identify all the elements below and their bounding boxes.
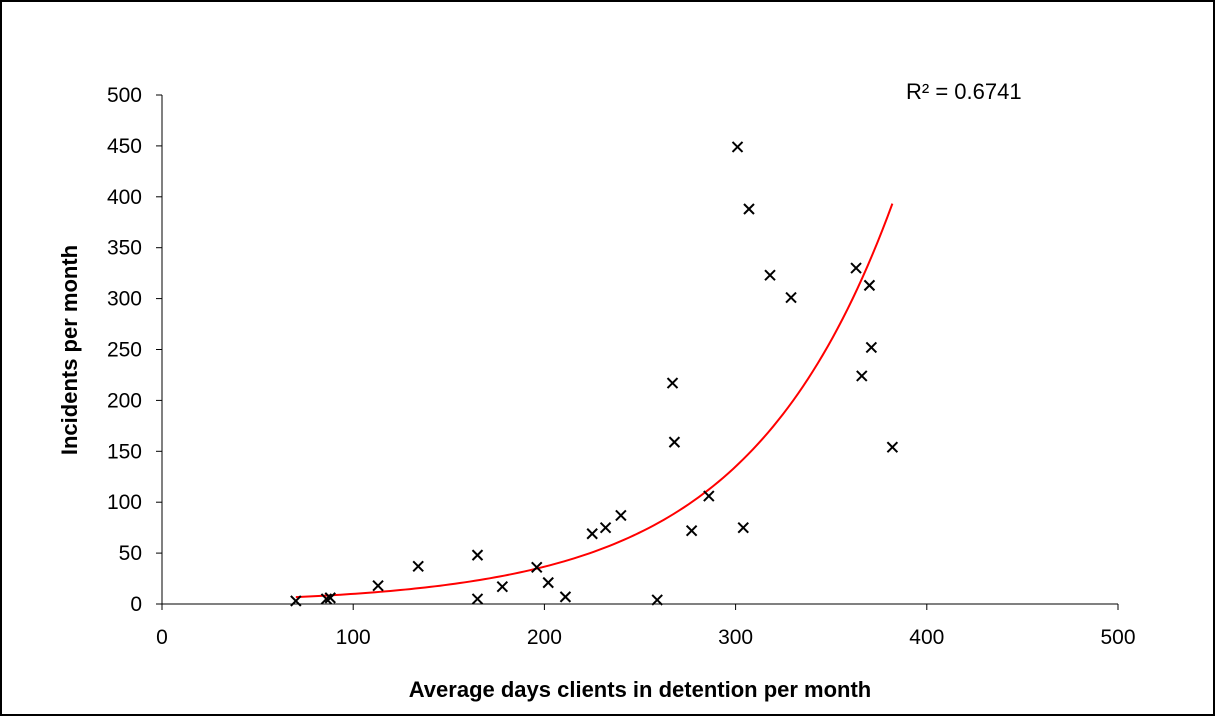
data-point: [324, 592, 336, 604]
y-tick-label: 250: [107, 339, 142, 362]
exponential-trendline: [295, 203, 894, 599]
data-point: [850, 262, 862, 274]
data-point: [599, 521, 612, 534]
y-tick-label: 350: [107, 237, 142, 260]
data-point: [471, 593, 484, 605]
data-point: [886, 441, 899, 453]
y-tick-label: 0: [130, 593, 142, 616]
y-axis-title: Incidents per month: [57, 245, 82, 455]
data-point: [412, 560, 424, 573]
x-tick-label: 100: [336, 626, 371, 649]
data-points: [290, 141, 899, 607]
y-tick-label: 500: [107, 84, 142, 107]
y-tick-label: 50: [119, 542, 142, 565]
y-tick-label: 400: [107, 186, 142, 209]
data-point: [615, 509, 627, 522]
data-point: [737, 521, 749, 534]
y-tick-label: 100: [107, 491, 142, 514]
x-tick-label: 300: [718, 626, 753, 649]
data-point: [471, 549, 484, 561]
x-tick-label: 0: [156, 626, 168, 649]
y-tick-label: 150: [107, 440, 142, 463]
data-point: [542, 576, 554, 589]
x-tick-label: 200: [527, 626, 562, 649]
x-axis-ticks: 0 100 200 300 400 500: [156, 604, 1136, 649]
data-point: [666, 377, 679, 389]
data-point: [496, 580, 509, 593]
y-axis-ticks: 0 50 100 150 200 250 300 350 400 450 500: [107, 84, 162, 616]
data-point: [785, 291, 797, 304]
data-point: [586, 528, 598, 540]
data-point: [559, 591, 572, 603]
y-tick-label: 200: [107, 389, 142, 412]
x-axis-title: Average days clients in detention per mo…: [409, 677, 872, 702]
data-point: [863, 279, 876, 292]
data-point: [685, 524, 698, 537]
data-point: [290, 595, 302, 607]
data-point: [856, 370, 868, 382]
data-point: [320, 593, 333, 605]
r-squared-annotation: R² = 0.6741: [906, 79, 1022, 104]
y-tick-label: 300: [107, 288, 142, 311]
data-point: [651, 594, 663, 606]
x-tick-label: 500: [1100, 626, 1135, 649]
data-point: [531, 561, 543, 574]
y-tick-label: 450: [107, 135, 142, 158]
data-point: [372, 579, 384, 592]
data-point: [764, 269, 776, 281]
data-point: [668, 436, 681, 448]
data-point: [703, 490, 715, 502]
data-point: [743, 203, 755, 215]
data-point: [731, 141, 744, 153]
x-tick-label: 400: [909, 626, 944, 649]
data-point: [865, 341, 878, 354]
